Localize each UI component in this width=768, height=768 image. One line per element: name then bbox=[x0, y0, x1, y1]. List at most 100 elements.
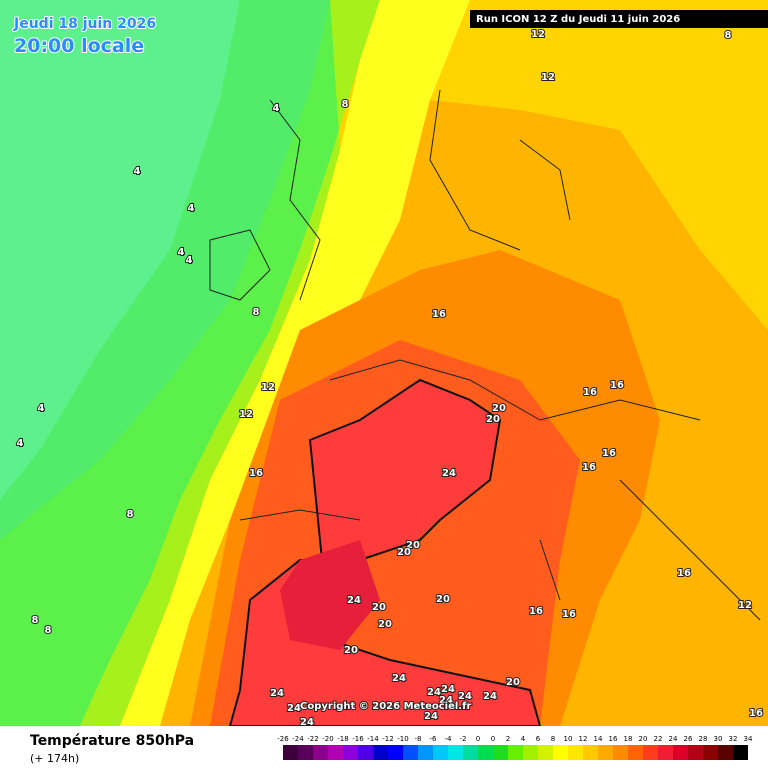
contour-label: 20 bbox=[406, 540, 420, 551]
contour-label: 16 bbox=[249, 468, 263, 479]
legend-swatch bbox=[463, 745, 478, 760]
contour-label: 4 bbox=[134, 166, 141, 177]
contour-label: 24 bbox=[483, 691, 497, 702]
legend-label: 6 bbox=[536, 735, 541, 743]
footer-subtitle: (+ 174h) bbox=[30, 752, 79, 765]
legend-label: -14 bbox=[367, 735, 379, 743]
legend-label: -8 bbox=[415, 735, 422, 743]
legend-swatch bbox=[388, 745, 403, 760]
legend-label: 24 bbox=[669, 735, 678, 743]
contour-label: 24 bbox=[427, 687, 441, 698]
mild-zone bbox=[80, 0, 380, 726]
legend-label: 30 bbox=[714, 735, 723, 743]
contour-label: 12 bbox=[541, 72, 555, 83]
contour-label: 16 bbox=[432, 309, 446, 320]
legend-label: -26 bbox=[277, 735, 289, 743]
contour-label: 16 bbox=[749, 708, 763, 719]
legend-label: 32 bbox=[729, 735, 738, 743]
contour-label: 20 bbox=[372, 602, 386, 613]
legend-swatch bbox=[373, 745, 388, 760]
legend-swatch bbox=[538, 745, 553, 760]
legend-label: 2 bbox=[506, 735, 510, 743]
legend-swatch bbox=[733, 745, 748, 760]
legend-swatch bbox=[703, 745, 718, 760]
legend-label: -12 bbox=[382, 735, 393, 743]
legend-label: 20 bbox=[639, 735, 648, 743]
map bbox=[0, 0, 768, 727]
coastlines bbox=[209, 89, 761, 621]
legend-swatch bbox=[343, 745, 358, 760]
legend-label: 34 bbox=[744, 735, 753, 743]
legend-label: -18 bbox=[337, 735, 348, 743]
contour-label: 24 bbox=[270, 688, 284, 699]
legend-label: 12 bbox=[579, 735, 588, 743]
contour-label: 16 bbox=[529, 606, 543, 617]
contour-label: 20 bbox=[397, 547, 411, 558]
contour-label: 20 bbox=[492, 403, 506, 414]
legend-swatch bbox=[508, 745, 523, 760]
legend-swatch bbox=[448, 745, 463, 760]
contour-label: 4 bbox=[38, 403, 45, 414]
contour-label: 8 bbox=[45, 625, 52, 636]
contour-label: 24 bbox=[347, 595, 361, 606]
legend-label: 4 bbox=[521, 735, 526, 743]
run-bar bbox=[470, 10, 768, 28]
contour-label: 24 bbox=[441, 684, 455, 695]
date: Jeudi 18 juin 2026 bbox=[13, 16, 156, 32]
legend-swatch bbox=[418, 745, 433, 760]
legend-label: -24 bbox=[292, 735, 304, 743]
contour-label: 24 bbox=[300, 717, 314, 728]
legend-swatch bbox=[493, 745, 508, 760]
contour-label: 20 bbox=[378, 619, 392, 630]
contour-label: 20 bbox=[436, 594, 450, 605]
legend-swatch bbox=[583, 745, 598, 760]
contour-label: 8 bbox=[253, 307, 260, 318]
legend-label: 0 bbox=[476, 735, 480, 743]
contour-label: 12 bbox=[531, 29, 545, 40]
legend-label: 10 bbox=[564, 735, 573, 743]
legend-label: -10 bbox=[397, 735, 408, 743]
contour-label: 4 bbox=[186, 255, 193, 266]
legend-label: -2 bbox=[460, 735, 467, 743]
contour-label: 24 bbox=[442, 468, 456, 479]
legend-label: -16 bbox=[352, 735, 364, 743]
legend-swatch bbox=[643, 745, 658, 760]
contour-label: 8 bbox=[725, 30, 732, 41]
contour-label: 24 bbox=[287, 703, 301, 714]
legend-swatch bbox=[628, 745, 643, 760]
contour-label: 16 bbox=[582, 462, 596, 473]
legend-label: 14 bbox=[594, 735, 603, 743]
contour-label: 8 bbox=[32, 615, 39, 626]
legend-swatch bbox=[598, 745, 613, 760]
legend-swatch bbox=[673, 745, 688, 760]
legend-swatch bbox=[718, 745, 733, 760]
legend-swatch bbox=[313, 745, 328, 760]
contour-label: 24 bbox=[392, 673, 406, 684]
legend-swatch bbox=[298, 745, 313, 760]
hottest-zone bbox=[280, 540, 380, 650]
legend-swatch bbox=[568, 745, 583, 760]
contour-label: 12 bbox=[239, 409, 253, 420]
legend-label: -4 bbox=[445, 735, 453, 743]
copyright: Copyright © 2026 Meteociel.fr bbox=[300, 701, 471, 712]
legend-label: 26 bbox=[684, 735, 693, 743]
legend-swatch bbox=[283, 745, 298, 760]
legend-label: -20 bbox=[322, 735, 333, 743]
legend-label: 0 bbox=[491, 735, 495, 743]
legend-swatch bbox=[658, 745, 673, 760]
contour-label: 16 bbox=[677, 568, 691, 579]
contour-label: 16 bbox=[610, 380, 624, 391]
cool-zone bbox=[0, 0, 240, 500]
legend: -26 -24 -22 -20 -18 -16 -14 -12 -10 -8 -6 -4 -2 0 0 2 4 6… bbox=[277, 735, 753, 760]
contour-label: 20 bbox=[486, 414, 500, 425]
contour-label: 20 bbox=[506, 677, 520, 688]
contour-label: 4 bbox=[178, 247, 185, 258]
time: 20:00 locale bbox=[14, 35, 144, 57]
contour-label: 12 bbox=[261, 382, 275, 393]
legend-swatch bbox=[523, 745, 538, 760]
contour-label: 16 bbox=[583, 387, 597, 398]
legend-swatch bbox=[688, 745, 703, 760]
contour-label: 8 bbox=[342, 99, 349, 110]
legend-label: -6 bbox=[430, 735, 438, 743]
contour-label: 4 bbox=[273, 103, 280, 114]
